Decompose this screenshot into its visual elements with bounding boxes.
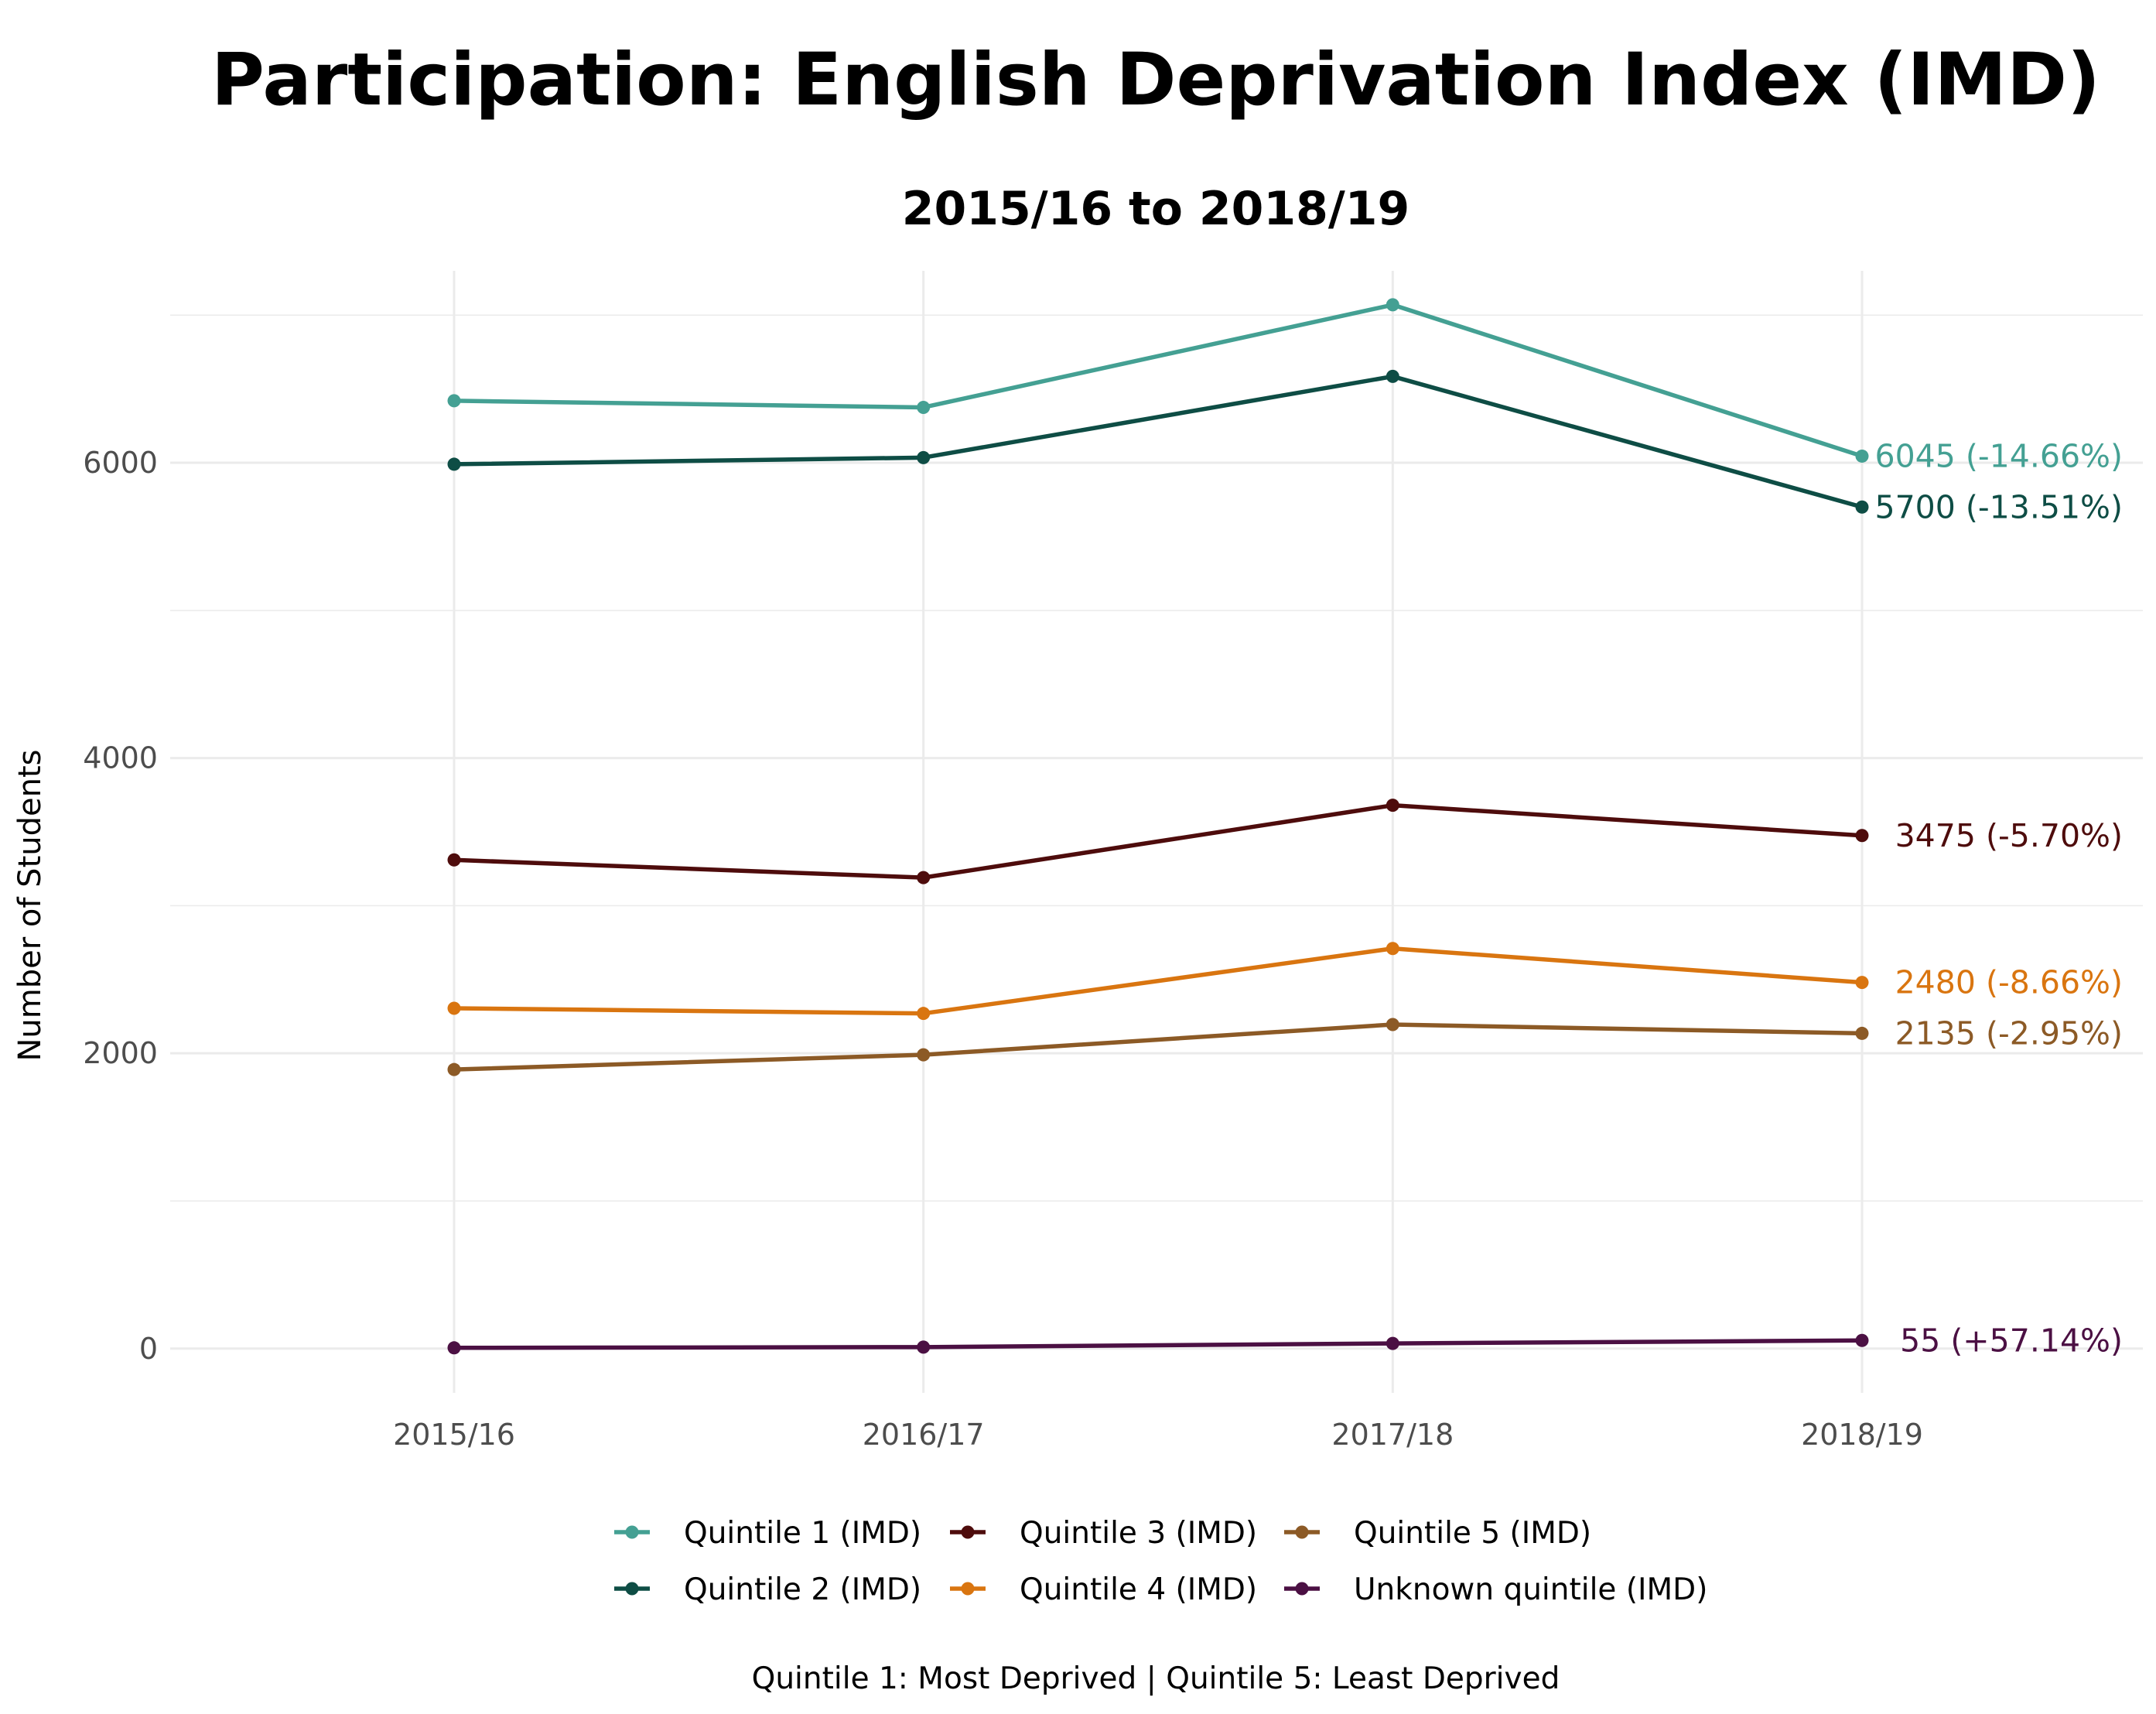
legend-item: Quintile 1 (IMD) bbox=[614, 1516, 921, 1551]
data-point bbox=[447, 457, 461, 471]
data-point bbox=[917, 400, 931, 414]
series-group bbox=[447, 298, 1869, 1355]
legend-item: Unknown quintile (IMD) bbox=[1284, 1572, 1707, 1607]
end-label: 2135 (-2.95%) bbox=[1895, 1014, 2123, 1052]
end-labels: 6045 (-14.66%) 5700 (-13.51%) 3475 (-5.70%… bbox=[1875, 437, 2124, 1359]
data-point bbox=[447, 1341, 461, 1355]
legend-label: Quintile 3 (IMD) bbox=[1020, 1516, 1257, 1551]
end-label: 2480 (-8.66%) bbox=[1895, 964, 2123, 1001]
legend-label: Quintile 1 (IMD) bbox=[684, 1516, 921, 1551]
data-point bbox=[447, 1001, 461, 1015]
series-5 bbox=[447, 1018, 1869, 1076]
series-3 bbox=[447, 799, 1869, 884]
data-point bbox=[917, 1340, 931, 1354]
legend-label: Quintile 5 (IMD) bbox=[1354, 1516, 1591, 1551]
y-tick-label: 2000 bbox=[83, 1036, 158, 1070]
x-tick-label: 2015/16 bbox=[393, 1418, 515, 1452]
data-point bbox=[1386, 1018, 1399, 1031]
chart-title: Participation: English Deprivation Index… bbox=[211, 38, 2100, 122]
chart-subtitle: 2015/16 to 2018/19 bbox=[902, 182, 1409, 236]
legend-key-point bbox=[961, 1582, 975, 1596]
end-label: 55 (+57.14%) bbox=[1900, 1322, 2123, 1359]
series-line bbox=[452, 1022, 1864, 1072]
data-point bbox=[1855, 1026, 1869, 1040]
legend-label: Unknown quintile (IMD) bbox=[1354, 1572, 1707, 1607]
y-axis-title: Number of Students bbox=[12, 750, 48, 1062]
data-point bbox=[917, 450, 931, 464]
data-point bbox=[1855, 829, 1869, 843]
data-point bbox=[1855, 1333, 1869, 1347]
series-4 bbox=[447, 942, 1869, 1021]
legend-label: Quintile 2 (IMD) bbox=[684, 1572, 921, 1607]
data-point bbox=[1386, 1336, 1399, 1350]
data-point bbox=[1386, 369, 1399, 383]
legend-key-point bbox=[1295, 1525, 1309, 1539]
series-line bbox=[452, 946, 1864, 1016]
legend-item: Quintile 4 (IMD) bbox=[950, 1572, 1257, 1607]
x-tick-label: 2018/19 bbox=[1801, 1418, 1923, 1452]
end-label: 5700 (-13.51%) bbox=[1875, 488, 2124, 525]
data-point bbox=[917, 871, 931, 884]
legend-label: Quintile 4 (IMD) bbox=[1020, 1572, 1257, 1607]
legend-key-point bbox=[625, 1525, 639, 1539]
data-point bbox=[1386, 298, 1399, 312]
y-tick-label: 4000 bbox=[83, 741, 158, 775]
grid bbox=[170, 271, 2143, 1393]
series-line bbox=[452, 303, 1864, 459]
x-tick-label: 2016/17 bbox=[863, 1418, 985, 1452]
data-point bbox=[447, 394, 461, 408]
x-axis-ticks: 2015/16 2016/17 2017/18 2018/19 bbox=[393, 1418, 1923, 1452]
y-tick-label: 0 bbox=[139, 1332, 158, 1366]
legend-key-point bbox=[961, 1525, 975, 1539]
data-point bbox=[917, 1007, 931, 1021]
data-point bbox=[1386, 799, 1399, 813]
data-point bbox=[1855, 500, 1869, 514]
legend-key-point bbox=[1295, 1582, 1309, 1596]
data-point bbox=[1386, 942, 1399, 956]
data-point bbox=[447, 853, 461, 867]
chart-caption: Quintile 1: Most Deprived | Quintile 5: … bbox=[752, 1661, 1560, 1696]
x-tick-label: 2017/18 bbox=[1331, 1418, 1454, 1452]
data-point bbox=[1855, 449, 1869, 463]
series-1 bbox=[447, 298, 1869, 463]
y-tick-label: 6000 bbox=[83, 446, 158, 480]
legend-key-point bbox=[625, 1582, 639, 1596]
series-line bbox=[452, 374, 1864, 510]
legend-item: Quintile 3 (IMD) bbox=[950, 1516, 1257, 1551]
end-label: 3475 (-5.70%) bbox=[1895, 817, 2123, 854]
legend: Quintile 1 (IMD) Quintile 2 (IMD) Quintile… bbox=[614, 1516, 1707, 1607]
data-point bbox=[1855, 976, 1869, 990]
series-line bbox=[452, 802, 1864, 880]
y-axis-ticks: 0 2000 4000 6000 bbox=[83, 446, 158, 1366]
data-point bbox=[447, 1062, 461, 1076]
data-point bbox=[917, 1048, 931, 1062]
end-label: 6045 (-14.66%) bbox=[1875, 437, 2124, 474]
legend-item: Quintile 2 (IMD) bbox=[614, 1572, 921, 1607]
series-6 bbox=[447, 1333, 1869, 1355]
series-2 bbox=[447, 369, 1869, 514]
legend-item: Quintile 5 (IMD) bbox=[1284, 1516, 1591, 1551]
series-line bbox=[452, 1338, 1864, 1350]
